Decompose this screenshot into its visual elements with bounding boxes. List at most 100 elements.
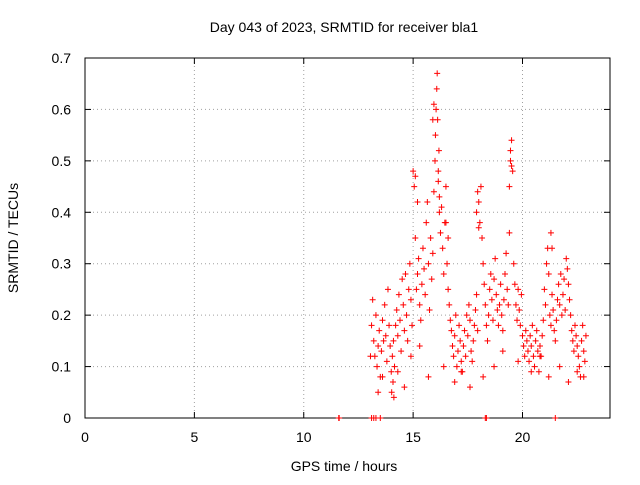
data-point bbox=[510, 260, 517, 267]
data-point bbox=[407, 353, 414, 360]
data-point bbox=[405, 286, 412, 293]
data-point bbox=[444, 260, 451, 267]
data-point bbox=[564, 265, 571, 272]
data-point bbox=[448, 327, 455, 334]
data-point bbox=[426, 307, 433, 313]
data-point bbox=[430, 101, 437, 108]
data-point bbox=[565, 379, 572, 385]
data-point bbox=[528, 343, 535, 349]
x-tick-label: 15 bbox=[405, 429, 421, 445]
data-point bbox=[377, 415, 384, 421]
data-point bbox=[496, 301, 503, 308]
data-point bbox=[460, 343, 467, 349]
x-tick-label: 5 bbox=[190, 429, 198, 445]
data-point bbox=[473, 291, 480, 298]
data-point bbox=[433, 106, 440, 113]
data-point bbox=[375, 389, 382, 396]
y-tick-label: 0.6 bbox=[52, 101, 72, 117]
data-point bbox=[414, 271, 421, 277]
data-point bbox=[497, 281, 504, 288]
data-point bbox=[486, 286, 493, 293]
y-tick-label: 0.5 bbox=[52, 153, 72, 169]
data-point bbox=[575, 353, 582, 360]
data-point bbox=[514, 317, 521, 324]
data-point bbox=[416, 301, 423, 308]
data-point bbox=[572, 322, 578, 329]
data-point bbox=[547, 322, 554, 329]
data-point bbox=[416, 343, 423, 349]
data-point bbox=[428, 276, 435, 283]
data-point bbox=[411, 183, 418, 190]
data-point bbox=[403, 312, 410, 319]
data-point bbox=[390, 379, 396, 385]
data-point bbox=[516, 307, 523, 313]
data-point bbox=[421, 265, 428, 272]
data-point bbox=[495, 322, 502, 329]
data-point bbox=[436, 193, 443, 200]
data-point bbox=[463, 312, 470, 319]
data-point bbox=[438, 204, 445, 211]
data-point bbox=[545, 373, 552, 380]
chart-title: Day 043 of 2023, SRMTID for receiver bla… bbox=[210, 19, 479, 35]
data-point bbox=[566, 296, 573, 303]
data-point bbox=[470, 337, 477, 344]
data-point bbox=[535, 368, 542, 375]
data-point bbox=[504, 286, 511, 293]
data-point bbox=[419, 245, 426, 252]
data-point bbox=[579, 322, 586, 329]
data-point bbox=[518, 291, 525, 298]
data-point bbox=[481, 281, 488, 288]
data-point bbox=[569, 337, 576, 344]
data-point bbox=[432, 157, 438, 164]
data-point bbox=[483, 415, 490, 421]
data-point bbox=[435, 147, 442, 154]
data-point bbox=[537, 353, 543, 360]
data-point bbox=[388, 368, 395, 375]
data-point bbox=[449, 343, 456, 349]
data-point bbox=[534, 348, 541, 355]
data-point bbox=[452, 312, 459, 319]
data-point bbox=[563, 255, 570, 262]
data-point bbox=[542, 301, 549, 308]
data-point bbox=[546, 312, 553, 319]
x-tick-label: 0 bbox=[81, 429, 89, 445]
data-point bbox=[502, 271, 508, 277]
data-point bbox=[547, 229, 554, 236]
plot-frame bbox=[84, 57, 611, 419]
data-point bbox=[487, 271, 494, 277]
data-point bbox=[395, 291, 402, 298]
data-point bbox=[570, 348, 577, 355]
data-point bbox=[556, 301, 563, 308]
data-point bbox=[485, 312, 492, 319]
y-axis-label: SRMTID / TECUs bbox=[5, 183, 21, 293]
x-tick-label: 20 bbox=[515, 429, 531, 445]
data-point bbox=[474, 188, 481, 195]
data-point bbox=[507, 147, 514, 154]
data-point bbox=[440, 271, 447, 277]
data-point bbox=[336, 415, 343, 421]
data-point bbox=[489, 317, 496, 324]
data-point bbox=[417, 317, 424, 324]
data-point bbox=[494, 307, 501, 313]
data-point bbox=[404, 337, 411, 344]
y-tick-label: 0.3 bbox=[52, 256, 72, 272]
data-point bbox=[551, 327, 558, 334]
y-tick-label: 0.4 bbox=[52, 204, 72, 220]
data-point bbox=[573, 332, 580, 339]
y-tick-label: 0.1 bbox=[52, 359, 72, 375]
data-point bbox=[477, 183, 484, 190]
data-point bbox=[433, 85, 440, 92]
data-point bbox=[434, 70, 441, 77]
data-point bbox=[430, 188, 437, 195]
data-point bbox=[540, 317, 547, 324]
data-point bbox=[515, 286, 522, 293]
data-point bbox=[418, 281, 425, 288]
data-point bbox=[492, 255, 499, 262]
data-point bbox=[562, 307, 569, 313]
data-point bbox=[380, 337, 387, 344]
data-point bbox=[401, 327, 408, 334]
data-point bbox=[574, 343, 581, 349]
data-point bbox=[388, 389, 395, 396]
data-point bbox=[467, 317, 473, 324]
